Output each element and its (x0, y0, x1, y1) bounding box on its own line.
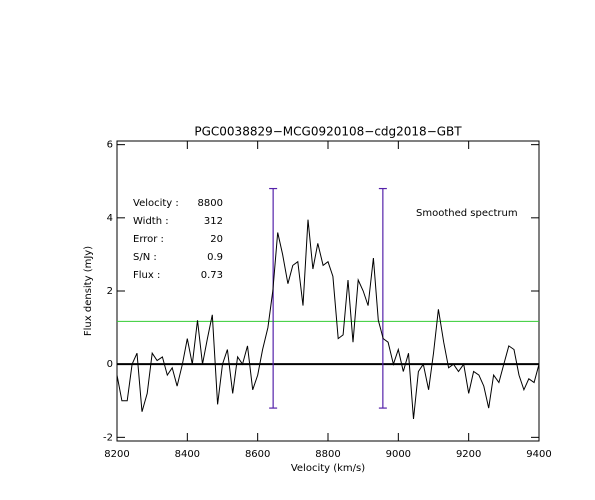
stat-value: 0.73 (201, 270, 223, 281)
y-axis-label: Flux density (mJy) (83, 246, 94, 336)
plot-frame (116, 140, 540, 442)
x-tick-label: 8800 (315, 449, 340, 460)
stat-label: Velocity : (133, 198, 179, 209)
x-tick-label: 9200 (456, 449, 481, 460)
x-tick-label: 8200 (104, 449, 129, 460)
stat-label: S/N : (133, 252, 157, 263)
stat-label: Error : (133, 234, 164, 245)
x-tick-label: 9000 (386, 449, 411, 460)
y-tick-label: 6 (107, 140, 113, 151)
stat-label: Width : (133, 216, 169, 227)
stat-value: 20 (210, 234, 223, 245)
y-tick-label: -2 (103, 432, 113, 443)
stat-value: 8800 (198, 198, 223, 209)
spectrum-line (116, 219, 540, 420)
stat-label: Flux : (133, 270, 160, 281)
stat-value: 312 (204, 216, 223, 227)
stat-value: 0.9 (207, 252, 223, 263)
y-tick-label: 4 (107, 213, 113, 224)
x-tick-label: 8400 (175, 449, 200, 460)
chart-title: PGC0038829−MCG0920108−cdg2018−GBT (194, 125, 462, 139)
annotation: Smoothed spectrum (416, 208, 518, 219)
x-tick-label: 8600 (245, 449, 270, 460)
x-tick-label: 9400 (526, 449, 551, 460)
y-tick-label: 2 (107, 286, 113, 297)
y-tick-label: 0 (107, 359, 113, 370)
x-axis-label: Velocity (km/s) (291, 463, 365, 474)
